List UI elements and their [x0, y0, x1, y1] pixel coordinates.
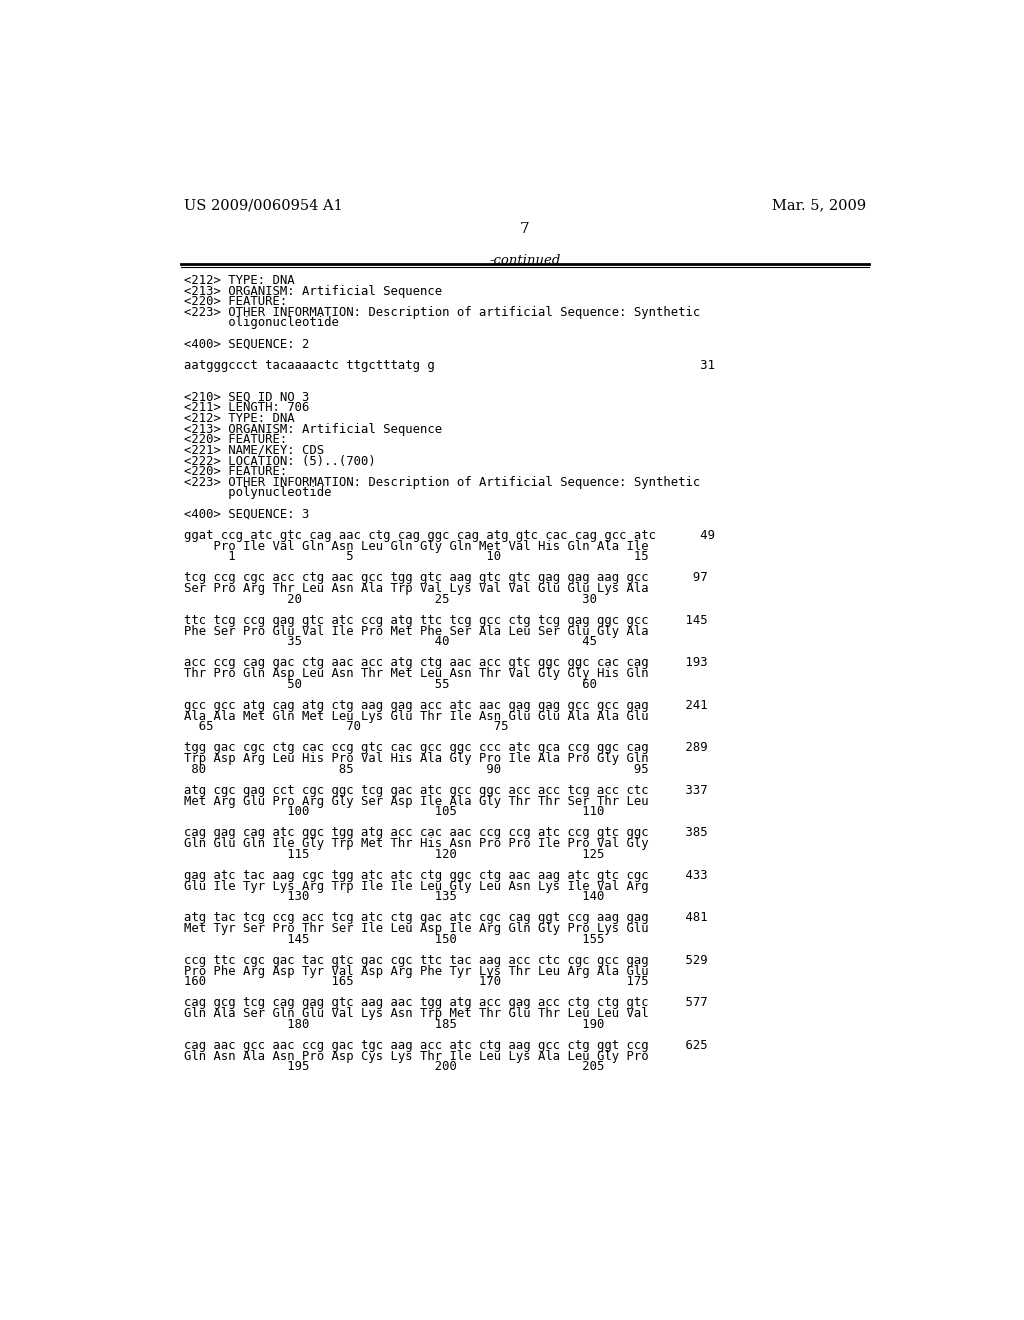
Text: 195                 200                 205: 195 200 205: [183, 1060, 604, 1073]
Text: Gln Asn Ala Asn Pro Asp Cys Lys Thr Ile Leu Lys Ala Leu Gly Pro: Gln Asn Ala Asn Pro Asp Cys Lys Thr Ile …: [183, 1049, 648, 1063]
Text: ggat ccg atc gtc cag aac ctg cag ggc cag atg gtc cac cag gcc atc      49: ggat ccg atc gtc cag aac ctg cag ggc cag…: [183, 529, 715, 543]
Text: Mar. 5, 2009: Mar. 5, 2009: [772, 198, 866, 213]
Text: 20                  25                  30: 20 25 30: [183, 593, 597, 606]
Text: Gln Ala Ser Gln Glu Val Lys Asn Trp Met Thr Glu Thr Leu Leu Val: Gln Ala Ser Gln Glu Val Lys Asn Trp Met …: [183, 1007, 648, 1020]
Text: Glu Ile Tyr Lys Arg Trp Ile Ile Leu Gly Leu Asn Lys Ile Val Arg: Glu Ile Tyr Lys Arg Trp Ile Ile Leu Gly …: [183, 879, 648, 892]
Text: <212> TYPE: DNA: <212> TYPE: DNA: [183, 275, 295, 286]
Text: <220> FEATURE:: <220> FEATURE:: [183, 433, 287, 446]
Text: 115                 120                 125: 115 120 125: [183, 847, 604, 861]
Text: <211> LENGTH: 706: <211> LENGTH: 706: [183, 401, 309, 414]
Text: Ser Pro Arg Thr Leu Asn Ala Trp Val Lys Val Val Glu Glu Lys Ala: Ser Pro Arg Thr Leu Asn Ala Trp Val Lys …: [183, 582, 648, 595]
Text: 130                 135                 140: 130 135 140: [183, 890, 604, 903]
Text: US 2009/0060954 A1: US 2009/0060954 A1: [183, 198, 343, 213]
Text: polynucleotide: polynucleotide: [183, 486, 332, 499]
Text: 160                 165                 170                 175: 160 165 170 175: [183, 975, 648, 989]
Text: acc ccg cag gac ctg aac acc atg ctg aac acc gtc ggc ggc cac cag     193: acc ccg cag gac ctg aac acc atg ctg aac …: [183, 656, 708, 669]
Text: Trp Asp Arg Leu His Pro Val His Ala Gly Pro Ile Ala Pro Gly Gln: Trp Asp Arg Leu His Pro Val His Ala Gly …: [183, 752, 648, 766]
Text: <212> TYPE: DNA: <212> TYPE: DNA: [183, 412, 295, 425]
Text: cag gcg tcg cag gag gtc aag aac tgg atg acc gag acc ctg ctg gtc     577: cag gcg tcg cag gag gtc aag aac tgg atg …: [183, 997, 708, 1010]
Text: 180                 185                 190: 180 185 190: [183, 1018, 604, 1031]
Text: 65                  70                  75: 65 70 75: [183, 721, 508, 733]
Text: 1               5                  10                  15: 1 5 10 15: [183, 550, 648, 564]
Text: <220> FEATURE:: <220> FEATURE:: [183, 465, 287, 478]
Text: <213> ORGANISM: Artificial Sequence: <213> ORGANISM: Artificial Sequence: [183, 422, 442, 436]
Text: <222> LOCATION: (5)..(700): <222> LOCATION: (5)..(700): [183, 454, 376, 467]
Text: 100                 105                 110: 100 105 110: [183, 805, 604, 818]
Text: ccg ttc cgc gac tac gtc gac cgc ttc tac aag acc ctc cgc gcc gag     529: ccg ttc cgc gac tac gtc gac cgc ttc tac …: [183, 954, 708, 968]
Text: <221> NAME/KEY: CDS: <221> NAME/KEY: CDS: [183, 444, 324, 457]
Text: atg cgc gag cct cgc ggc tcg gac atc gcc ggc acc acc tcg acc ctc     337: atg cgc gag cct cgc ggc tcg gac atc gcc …: [183, 784, 708, 797]
Text: Met Tyr Ser Pro Thr Ser Ile Leu Asp Ile Arg Gln Gly Pro Lys Glu: Met Tyr Ser Pro Thr Ser Ile Leu Asp Ile …: [183, 923, 648, 935]
Text: cag aac gcc aac ccg gac tgc aag acc atc ctg aag gcc ctg ggt ccg     625: cag aac gcc aac ccg gac tgc aag acc atc …: [183, 1039, 708, 1052]
Text: 145                 150                 155: 145 150 155: [183, 933, 604, 945]
Text: 50                  55                  60: 50 55 60: [183, 677, 597, 690]
Text: gcc gcc atg cag atg ctg aag gag acc atc aac gag gag gcc gcc gag     241: gcc gcc atg cag atg ctg aag gag acc atc …: [183, 698, 708, 711]
Text: gag atc tac aag cgc tgg atc atc ctg ggc ctg aac aag atc gtc cgc     433: gag atc tac aag cgc tgg atc atc ctg ggc …: [183, 869, 708, 882]
Text: aatgggccct tacaaaactc ttgctttatg g                                    31: aatgggccct tacaaaactc ttgctttatg g 31: [183, 359, 715, 372]
Text: <220> FEATURE:: <220> FEATURE:: [183, 296, 287, 308]
Text: 7: 7: [520, 222, 529, 235]
Text: oligonucleotide: oligonucleotide: [183, 317, 339, 330]
Text: 35                  40                  45: 35 40 45: [183, 635, 597, 648]
Text: Gln Glu Gln Ile Gly Trp Met Thr His Asn Pro Pro Ile Pro Val Gly: Gln Glu Gln Ile Gly Trp Met Thr His Asn …: [183, 837, 648, 850]
Text: <210> SEQ ID NO 3: <210> SEQ ID NO 3: [183, 391, 309, 404]
Text: atg tac tcg ccg acc tcg atc ctg gac atc cgc cag ggt ccg aag gag     481: atg tac tcg ccg acc tcg atc ctg gac atc …: [183, 911, 708, 924]
Text: Ala Ala Met Gln Met Leu Lys Glu Thr Ile Asn Glu Glu Ala Ala Glu: Ala Ala Met Gln Met Leu Lys Glu Thr Ile …: [183, 710, 648, 722]
Text: <400> SEQUENCE: 3: <400> SEQUENCE: 3: [183, 508, 309, 520]
Text: <400> SEQUENCE: 2: <400> SEQUENCE: 2: [183, 338, 309, 351]
Text: 80                  85                  90                  95: 80 85 90 95: [183, 763, 648, 776]
Text: Pro Ile Val Gln Asn Leu Gln Gly Gln Met Val His Gln Ala Ile: Pro Ile Val Gln Asn Leu Gln Gly Gln Met …: [183, 540, 648, 553]
Text: <223> OTHER INFORMATION: Description of Artificial Sequence: Synthetic: <223> OTHER INFORMATION: Description of …: [183, 475, 700, 488]
Text: tgg gac cgc ctg cac ccg gtc cac gcc ggc ccc atc gca ccg ggc cag     289: tgg gac cgc ctg cac ccg gtc cac gcc ggc …: [183, 742, 708, 755]
Text: tcg ccg cgc acc ctg aac gcc tgg gtc aag gtc gtc gag gag aag gcc      97: tcg ccg cgc acc ctg aac gcc tgg gtc aag …: [183, 572, 708, 585]
Text: -continued: -continued: [489, 253, 560, 267]
Text: Phe Ser Pro Glu Val Ile Pro Met Phe Ser Ala Leu Ser Glu Gly Ala: Phe Ser Pro Glu Val Ile Pro Met Phe Ser …: [183, 624, 648, 638]
Text: ttc tcg ccg gag gtc atc ccg atg ttc tcg gcc ctg tcg gag ggc gcc     145: ttc tcg ccg gag gtc atc ccg atg ttc tcg …: [183, 614, 708, 627]
Text: Pro Phe Arg Asp Tyr Val Asp Arg Phe Tyr Lys Thr Leu Arg Ala Glu: Pro Phe Arg Asp Tyr Val Asp Arg Phe Tyr …: [183, 965, 648, 978]
Text: Thr Pro Gln Asp Leu Asn Thr Met Leu Asn Thr Val Gly Gly His Gln: Thr Pro Gln Asp Leu Asn Thr Met Leu Asn …: [183, 667, 648, 680]
Text: Met Arg Glu Pro Arg Gly Ser Asp Ile Ala Gly Thr Thr Ser Thr Leu: Met Arg Glu Pro Arg Gly Ser Asp Ile Ala …: [183, 795, 648, 808]
Text: <213> ORGANISM: Artificial Sequence: <213> ORGANISM: Artificial Sequence: [183, 285, 442, 297]
Text: cag gag cag atc ggc tgg atg acc cac aac ccg ccg atc ccg gtc ggc     385: cag gag cag atc ggc tgg atg acc cac aac …: [183, 826, 708, 840]
Text: <223> OTHER INFORMATION: Description of artificial Sequence: Synthetic: <223> OTHER INFORMATION: Description of …: [183, 306, 700, 318]
